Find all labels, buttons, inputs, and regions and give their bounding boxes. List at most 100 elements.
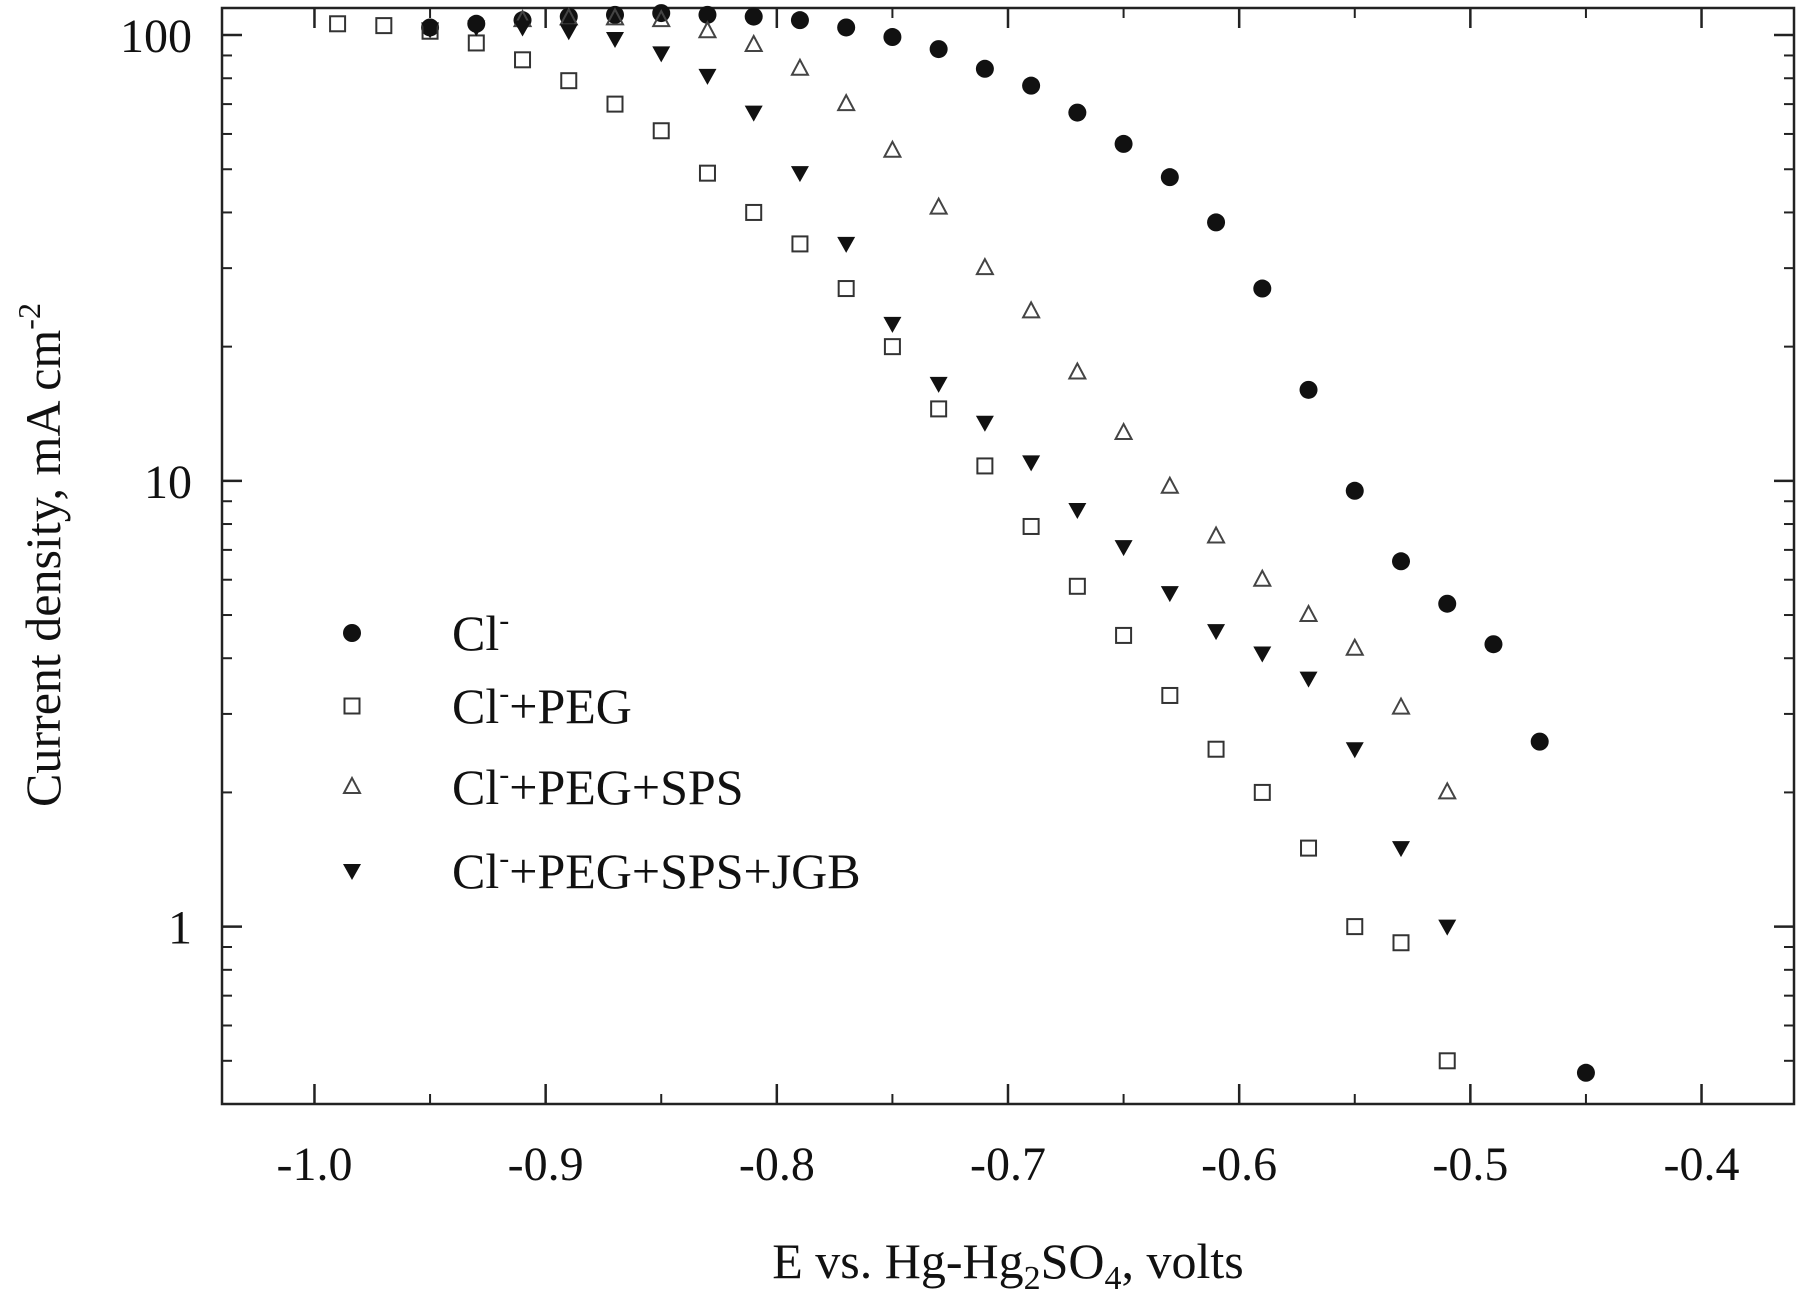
- data-point: [883, 338, 901, 356]
- data-point: [1345, 481, 1364, 500]
- data-point: [1068, 103, 1087, 122]
- x-axis-label: E vs. Hg-Hg2SO4, volts: [772, 1233, 1244, 1297]
- legend-item: Cl-+PEG+SPS+JGB: [343, 842, 861, 899]
- data-point: [1113, 421, 1134, 441]
- data-point: [606, 95, 624, 113]
- x-tick-label: -0.8: [739, 1138, 815, 1191]
- legend-marker: [343, 697, 361, 715]
- data-point: [698, 68, 717, 85]
- data-point: [975, 59, 994, 78]
- series-filled-circle: [421, 4, 1595, 1082]
- data-point: [1022, 76, 1041, 95]
- y-tick-label: 100: [120, 10, 192, 63]
- data-point: [1160, 475, 1180, 494]
- data-point: [1438, 1052, 1456, 1070]
- data-point: [1253, 279, 1272, 298]
- data-point: [883, 28, 902, 47]
- data-point: [421, 22, 440, 39]
- data-point: [605, 7, 625, 26]
- data-points: [329, 4, 1595, 1082]
- data-point: [559, 24, 578, 41]
- data-point: [1160, 586, 1179, 603]
- data-point: [1067, 361, 1088, 380]
- data-point: [606, 31, 624, 48]
- data-point: [1022, 455, 1041, 472]
- data-point: [467, 20, 486, 37]
- data-point: [744, 7, 763, 26]
- legend-marker: [343, 864, 361, 880]
- data-point: [651, 9, 671, 28]
- data-point: [975, 257, 995, 276]
- data-point: [1530, 732, 1549, 751]
- data-point: [1253, 646, 1272, 663]
- data-point: [837, 280, 855, 298]
- data-point: [883, 316, 902, 333]
- y-axis: 1 10 100: [120, 10, 1794, 1105]
- data-point: [1161, 686, 1179, 704]
- data-point: [1068, 577, 1086, 595]
- legend-label: Cl-+PEG+SPS: [452, 758, 744, 815]
- data-point: [1253, 783, 1271, 801]
- data-point: [467, 34, 485, 52]
- legend-label: Cl-+PEG+SPS+JGB: [452, 842, 861, 899]
- data-point: [1345, 637, 1365, 656]
- y-tick-label: 10: [144, 456, 192, 509]
- data-point: [652, 122, 670, 140]
- data-point: [882, 139, 903, 158]
- x-tick-label: -1.0: [276, 1138, 352, 1191]
- data-point: [744, 105, 763, 122]
- data-point: [697, 20, 718, 39]
- data-point: [698, 164, 716, 182]
- legend-label: Cl-: [452, 604, 509, 661]
- data-point: [1391, 696, 1411, 715]
- y-tick-label: 1: [168, 902, 192, 955]
- data-point: [1299, 671, 1318, 688]
- data-point: [1252, 568, 1272, 587]
- data-point: [1300, 839, 1318, 857]
- legend-marker: [343, 624, 361, 642]
- data-point: [836, 92, 856, 112]
- series-open-triangle: [512, 7, 1457, 800]
- data-point: [1392, 934, 1410, 952]
- data-point: [1160, 168, 1179, 187]
- x-tick-label: -0.4: [1664, 1138, 1740, 1191]
- data-point: [744, 33, 764, 52]
- data-point: [560, 72, 578, 90]
- data-point: [1299, 380, 1318, 399]
- data-point: [1207, 740, 1225, 758]
- data-point: [1022, 517, 1040, 535]
- data-point: [1484, 635, 1503, 654]
- x-tick-label: -0.7: [970, 1138, 1046, 1191]
- data-point: [1114, 540, 1133, 557]
- data-point: [652, 46, 671, 63]
- plot-frame: [220, 6, 1796, 1106]
- data-point: [790, 166, 809, 183]
- data-point: [1206, 525, 1226, 544]
- x-tick-label: -0.9: [508, 1138, 584, 1191]
- y-axis-label: Current density, mA cm-2: [11, 303, 71, 807]
- data-point: [790, 11, 809, 30]
- legend-item: Cl-: [343, 604, 509, 661]
- x-axis: -1.0 -0.9 -0.8 -0.7 -0.6 -0.5 -0.4: [276, 8, 1740, 1191]
- data-point: [790, 57, 810, 76]
- data-point: [745, 203, 763, 221]
- data-point: [837, 18, 856, 37]
- data-point: [1068, 503, 1087, 520]
- data-point: [559, 7, 578, 26]
- data-point: [1438, 919, 1457, 936]
- data-point: [1207, 213, 1226, 232]
- x-tick-label: -0.6: [1201, 1138, 1277, 1191]
- data-point: [929, 40, 948, 59]
- data-point: [375, 17, 393, 35]
- data-point: [1392, 841, 1410, 858]
- legend: Cl- Cl-+PEG Cl-+PEG+SPS Cl-+PEG+SPS+JGB: [342, 604, 861, 899]
- data-point: [329, 15, 347, 33]
- data-point: [1345, 742, 1364, 759]
- data-point: [930, 400, 948, 418]
- data-point: [1437, 781, 1457, 800]
- legend-item: Cl-+PEG: [343, 677, 632, 734]
- data-point: [929, 376, 948, 393]
- legend-marker: [342, 775, 362, 794]
- data-point: [513, 20, 532, 37]
